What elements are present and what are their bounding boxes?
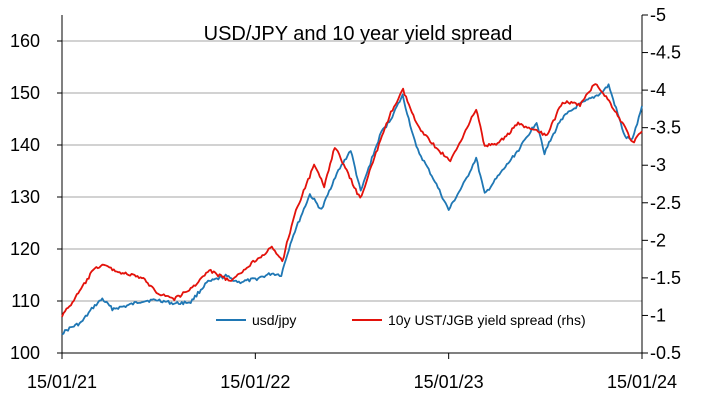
right-tick-label--3: -3 (650, 155, 666, 175)
legend-label-0: usd/jpy (252, 312, 296, 328)
right-tick-label--5: -5 (650, 5, 666, 25)
legend: usd/jpy 10y UST/JGB yield spread (rhs) (216, 312, 586, 328)
x-tick-label-3: 15/01/24 (607, 372, 677, 392)
right-tick-label--2: -2 (650, 230, 666, 250)
x-tick-label-2: 15/01/23 (414, 372, 484, 392)
right-tick-label--4.5: -4.5 (650, 43, 681, 63)
left-tick-label-160: 160 (10, 31, 40, 51)
right-tick-label--2.5: -2.5 (650, 193, 681, 213)
left-tick-label-150: 150 (10, 83, 40, 103)
left-tick-label-130: 130 (10, 187, 40, 207)
series-lines (61, 83, 643, 336)
axes: 100 110 120 130 140 150 160 -0.5 -1 -1.5 -2 -2.5 -3 -… (10, 5, 681, 392)
x-tick-label-1: 15/01/22 (220, 372, 290, 392)
right-tick-label--1.5: -1.5 (650, 268, 681, 288)
left-tick-label-110: 110 (11, 291, 40, 311)
right-tick-label--4: -4 (650, 80, 666, 100)
right-tick-label--1: -1 (650, 305, 666, 325)
series-line-yield-spread (61, 83, 643, 318)
right-tick-label--0.5: -0.5 (650, 343, 681, 363)
left-tick-label-120: 120 (10, 239, 40, 259)
right-tick-label--3.5: -3.5 (650, 118, 681, 138)
x-tick-label-0: 15/01/21 (27, 372, 97, 392)
legend-label-1: 10y UST/JGB yield spread (rhs) (388, 312, 586, 328)
left-tick-label-100: 100 (10, 343, 40, 363)
left-tick-label-140: 140 (10, 135, 40, 155)
series-line-usdjpy (61, 83, 643, 336)
gridlines (62, 40, 642, 302)
chart-title: USD/JPY and 10 year yield spread (204, 23, 513, 45)
